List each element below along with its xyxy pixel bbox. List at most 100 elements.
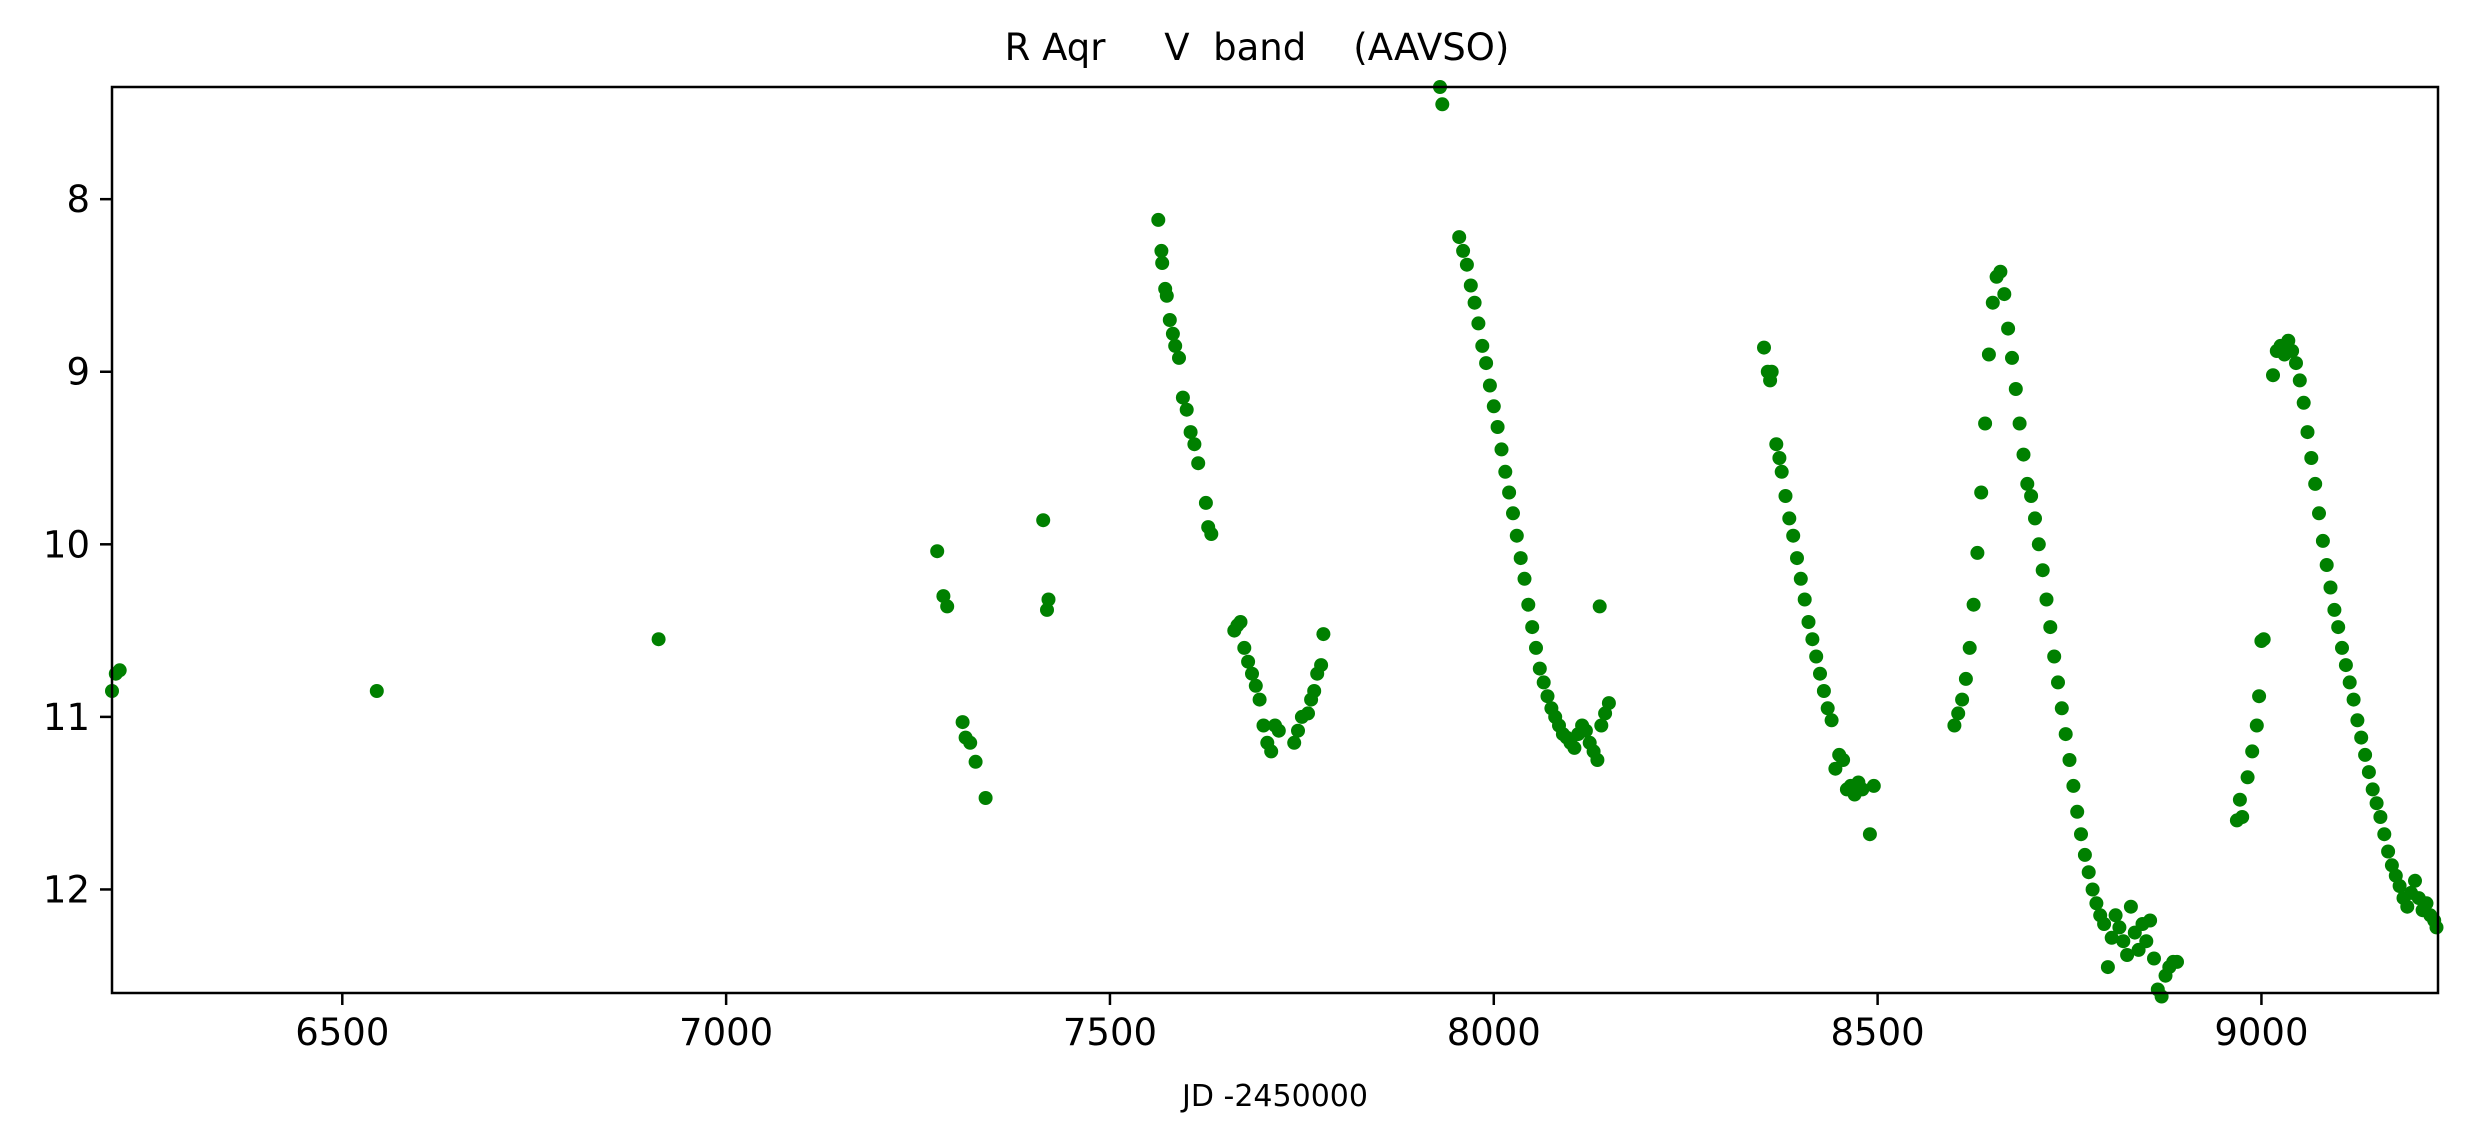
data-point bbox=[2240, 770, 2255, 785]
data-point bbox=[2054, 701, 2069, 716]
data-point bbox=[2062, 753, 2077, 767]
data-point bbox=[2058, 727, 2073, 742]
data-point bbox=[1592, 599, 1607, 614]
y-axis-ticks: 8 9 10 11 12 bbox=[43, 178, 112, 911]
data-point bbox=[2331, 620, 2346, 635]
data-point bbox=[2085, 882, 2100, 897]
data-point bbox=[1981, 347, 1996, 362]
data-point bbox=[2100, 960, 2115, 975]
data-point bbox=[1793, 571, 1808, 586]
data-point bbox=[1467, 295, 1482, 310]
data-point bbox=[1155, 256, 1170, 270]
x-axis-ticks: 6500 7000 7500 8000 8500 9000 bbox=[295, 993, 2309, 1054]
data-point bbox=[1162, 313, 1177, 327]
data-point bbox=[651, 632, 666, 647]
data-point bbox=[1307, 684, 1322, 698]
data-point bbox=[2074, 827, 2088, 842]
data-point bbox=[2252, 689, 2267, 704]
data-point bbox=[1463, 278, 1478, 293]
data-point bbox=[1997, 287, 2012, 302]
data-point bbox=[2001, 321, 2016, 336]
data-point bbox=[1036, 513, 1051, 528]
data-point bbox=[1985, 295, 2000, 310]
data-point bbox=[1809, 649, 1824, 664]
data-point bbox=[1271, 723, 1286, 738]
data-point bbox=[1772, 451, 1787, 465]
data-point bbox=[2289, 356, 2303, 371]
data-point bbox=[955, 715, 970, 730]
plot-frame bbox=[110, 85, 2440, 995]
data-point bbox=[2365, 782, 2380, 797]
data-point bbox=[1774, 464, 1789, 479]
data-point bbox=[369, 684, 384, 698]
data-point bbox=[2035, 563, 2050, 578]
data-point bbox=[2346, 692, 2361, 707]
data-point bbox=[1790, 551, 1804, 566]
data-point bbox=[2408, 873, 2422, 888]
data-point bbox=[1187, 437, 1202, 452]
data-point bbox=[2031, 537, 2046, 552]
data-point bbox=[1962, 640, 1977, 655]
data-point bbox=[1233, 615, 1248, 629]
data-point bbox=[1245, 666, 1259, 681]
data-point bbox=[2256, 632, 2271, 647]
data-point bbox=[2373, 810, 2388, 824]
data-point bbox=[2358, 747, 2373, 762]
data-point bbox=[1041, 592, 1056, 607]
data-point bbox=[1513, 551, 1528, 566]
data-point bbox=[112, 663, 127, 678]
data-point bbox=[1509, 528, 1524, 543]
data-point bbox=[2292, 373, 2307, 388]
data-point bbox=[1532, 661, 1547, 676]
data-point bbox=[1525, 620, 1540, 635]
data-point bbox=[1540, 689, 1555, 704]
y-tick-label: 12 bbox=[43, 868, 90, 911]
data-point bbox=[2315, 533, 2330, 548]
data-points bbox=[105, 80, 2444, 1004]
data-point bbox=[2070, 804, 2085, 819]
data-point bbox=[1490, 420, 1505, 434]
data-point bbox=[2285, 344, 2300, 358]
x-tick-label: 7000 bbox=[679, 1011, 773, 1054]
data-point bbox=[2266, 368, 2280, 383]
data-point bbox=[1172, 350, 1186, 365]
data-point bbox=[1970, 545, 1985, 560]
data-point bbox=[1769, 437, 1784, 452]
data-point bbox=[1966, 597, 1981, 612]
data-point bbox=[1782, 511, 1797, 526]
x-tick-label: 8500 bbox=[1831, 1011, 1925, 1054]
data-point bbox=[2020, 476, 2035, 491]
data-point bbox=[1820, 701, 1835, 716]
data-point bbox=[1824, 713, 1839, 728]
data-point bbox=[1301, 706, 1315, 721]
data-point bbox=[1159, 288, 1174, 303]
data-point bbox=[1567, 740, 1582, 755]
data-point bbox=[1855, 782, 1870, 797]
data-point bbox=[1594, 718, 1609, 733]
data-point bbox=[1486, 399, 1501, 414]
data-point bbox=[2319, 558, 2334, 572]
data-point bbox=[1435, 97, 1450, 112]
data-point bbox=[940, 599, 955, 614]
data-point bbox=[1764, 364, 1779, 379]
data-point bbox=[1813, 666, 1827, 681]
data-point bbox=[1256, 718, 1271, 733]
data-point bbox=[2154, 989, 2169, 1004]
data-point bbox=[1154, 243, 1169, 258]
data-point bbox=[2350, 713, 2365, 728]
data-point bbox=[2051, 675, 2065, 690]
data-point bbox=[2016, 447, 2031, 462]
x-tick-label: 6500 bbox=[295, 1011, 389, 1054]
data-point bbox=[2143, 913, 2158, 928]
data-point bbox=[1479, 356, 1494, 371]
data-point bbox=[2147, 951, 2161, 966]
data-point bbox=[1974, 485, 1989, 500]
data-point bbox=[2116, 934, 2131, 949]
data-point bbox=[2104, 930, 2119, 945]
data-point bbox=[1248, 678, 1263, 693]
data-point bbox=[2089, 896, 2104, 911]
data-point bbox=[2005, 350, 2019, 365]
data-point bbox=[2108, 908, 2123, 923]
data-point bbox=[2249, 718, 2264, 733]
data-point bbox=[1947, 718, 1962, 733]
